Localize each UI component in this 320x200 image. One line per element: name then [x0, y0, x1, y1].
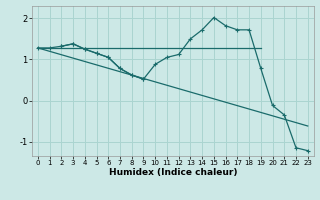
X-axis label: Humidex (Indice chaleur): Humidex (Indice chaleur): [108, 168, 237, 177]
